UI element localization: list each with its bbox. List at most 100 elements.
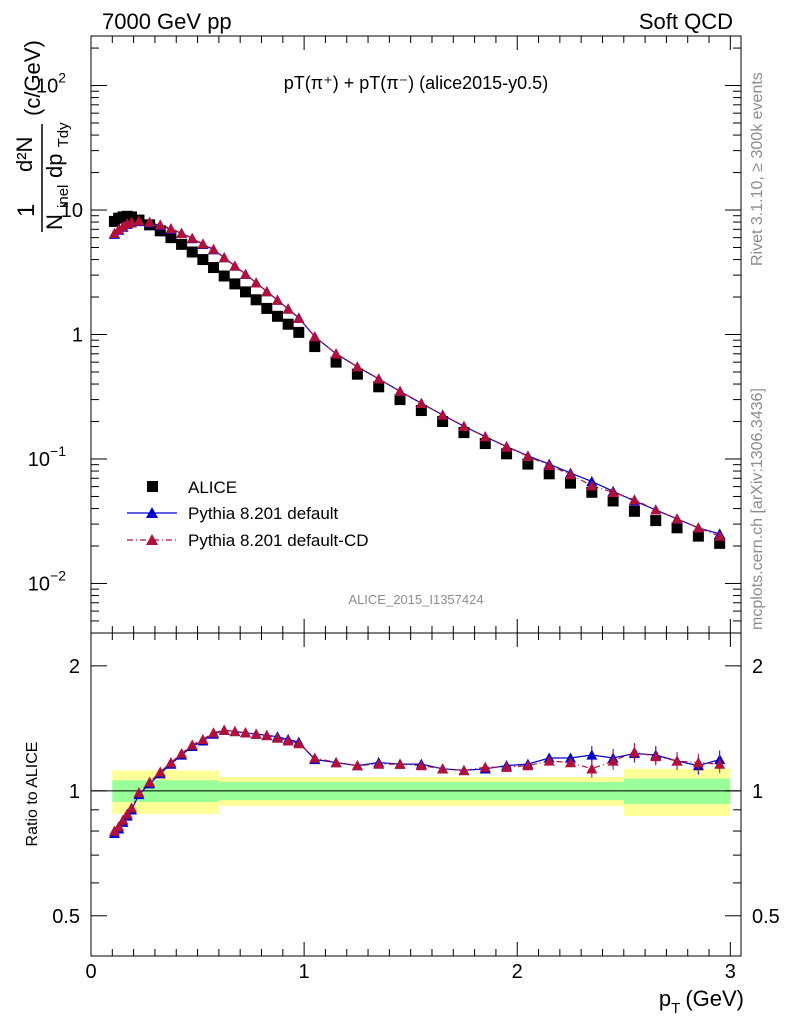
point-pythia-default-cd: [671, 513, 683, 524]
ratio-point-pythia-default-cd: [565, 757, 577, 768]
plot-title: pT(π⁺) + pT(π⁻) (alice2015-y0.5): [284, 73, 548, 93]
ratio-point-pythia-default-cd: [121, 808, 133, 819]
ratio-point-pythia-default-cd: [250, 728, 262, 739]
ratio-point-pythia-default-cd: [458, 764, 470, 776]
xlabel-sub: T: [671, 1000, 680, 1017]
point-alice: [714, 537, 726, 549]
ylabel-one: 1: [13, 204, 40, 217]
point-pythia-default-cd: [607, 486, 619, 497]
ratio-point-pythia-default-cd: [176, 748, 188, 759]
ratio-point-pythia-default-cd: [208, 727, 220, 738]
ylabel-inel: inel: [55, 185, 72, 208]
ratio-point-pythia-default-cd: [714, 758, 726, 769]
point-pythia-default-cd: [565, 469, 577, 480]
point-pythia-default-cd: [208, 243, 220, 254]
point-pythia-default-cd: [261, 286, 273, 297]
axis-ticks: [90, 36, 741, 956]
ratio-point-pythia-default-cd: [543, 755, 555, 766]
point-pythia-default-cd: [351, 361, 363, 372]
point-alice: [458, 427, 470, 439]
point-alice: [250, 294, 262, 306]
ratio-point-pythia-default-cd: [133, 787, 145, 798]
point-alice: [309, 341, 321, 353]
ratio-point-pythia-default-cd: [144, 776, 156, 787]
ratio-point-pythia-default-cd: [373, 758, 385, 769]
ratio-point-pythia-default-cd: [650, 750, 662, 762]
ratio-point-pythia-default-cd: [692, 757, 704, 768]
point-pythia-default-cd: [144, 216, 156, 227]
point-pythia-default-cd: [218, 252, 230, 263]
x-tick-label: 3: [725, 961, 736, 983]
ratio-point-pythia-default-cd: [186, 739, 198, 750]
ratio-point-pythia-default-cd: [479, 761, 491, 772]
point-alice: [628, 505, 640, 517]
ratio-point-pythia-default-cd: [261, 729, 273, 741]
legend-marker-alice: [147, 481, 158, 492]
ylabel-n: N: [42, 214, 67, 230]
ratio-point-pythia-default-cd: [437, 763, 449, 774]
point-alice: [218, 270, 230, 282]
ratio-point-pythia-default-cd: [394, 758, 406, 769]
rivet-version-label: Rivet 3.1.10, ≥ 300k events: [749, 72, 766, 266]
point-alice: [229, 278, 241, 290]
point-alice: [394, 394, 406, 406]
ratio-y-tick-label-right: 2: [752, 656, 763, 678]
line-pythia-default-cd: [113, 220, 720, 537]
point-pythia-default-cd: [458, 420, 470, 431]
ratio-point-pythia-default-cd: [415, 760, 427, 771]
ratio-point-pythia-default-cd: [113, 821, 125, 832]
point-pythia-default-cd: [650, 504, 662, 515]
point-pythia-default-cd: [186, 232, 198, 243]
y-tick-label: 1: [72, 325, 83, 347]
ratio-y-tick-label-left: 2: [69, 656, 80, 678]
tick-labels: 0 1 2 3 102 10 1 10−1 10−2 2 2 1 1 0.5 0.5: [28, 70, 780, 983]
main-series-markers: [108, 210, 726, 549]
point-alice: [154, 225, 166, 237]
point-alice: [607, 495, 619, 507]
svg-text:N inel: N inel: [42, 185, 72, 230]
point-pythia-default-cd: [293, 312, 305, 323]
xlabel-p: p: [659, 986, 671, 1011]
ratio-point-pythia-default-cd: [607, 755, 619, 766]
ratio-point-pythia-default-cd: [229, 725, 241, 737]
point-pythia-default-cd: [394, 385, 406, 396]
ratio-point-pythia-default-cd: [309, 752, 321, 763]
point-alice: [501, 448, 513, 460]
ylabel-d2n: d²N: [12, 137, 37, 172]
point-alice: [671, 522, 683, 534]
point-alice: [330, 356, 342, 368]
point-pythia-default-cd: [330, 348, 342, 359]
point-alice: [240, 286, 252, 298]
point-pythia-default-cd: [133, 215, 145, 226]
point-pythia-default-cd: [543, 459, 555, 470]
point-pythia-default-cd: [692, 522, 704, 533]
svg-text:1: 1: [13, 204, 40, 217]
point-alice: [565, 477, 577, 489]
analysis-id-label: ALICE_2015_I1357424: [348, 592, 483, 607]
point-pythia-default-cd: [309, 331, 321, 342]
point-alice: [692, 530, 704, 542]
ratio-point-pythia-default-cd: [501, 761, 513, 772]
ylabel-unit: (c/GeV): [20, 40, 45, 116]
ratio-point-pythia-default-cd: [117, 814, 129, 825]
xlabel-unit: (GeV): [685, 986, 744, 1011]
ratio-point-pythia-default-cd: [271, 732, 283, 743]
ratio-point-pythia-default: [586, 749, 598, 760]
point-pythia-default-cd: [415, 397, 427, 408]
ratio-uncertainty-bands: [91, 768, 741, 816]
main-y-axis-label: 1 N inel d²N dp Tdy (c/GeV): [12, 40, 72, 232]
point-alice: [208, 262, 220, 274]
y-tick-label: 10: [61, 200, 83, 222]
ratio-panel-frame: [90, 632, 742, 957]
point-alice: [197, 254, 209, 266]
x-tick-label: 2: [512, 961, 523, 983]
ratio-point-pythia-default-cd: [293, 738, 305, 749]
point-pythia-default-cd: [165, 223, 177, 234]
x-tick-label: 1: [299, 961, 310, 983]
point-pythia-default-cd: [437, 409, 449, 420]
ratio-point-pythia-default-cd: [351, 760, 363, 771]
point-alice: [293, 326, 305, 338]
ratio-y-tick-label-right: 0.5: [752, 906, 780, 928]
ratio-point-pythia-default-cd: [165, 757, 177, 768]
